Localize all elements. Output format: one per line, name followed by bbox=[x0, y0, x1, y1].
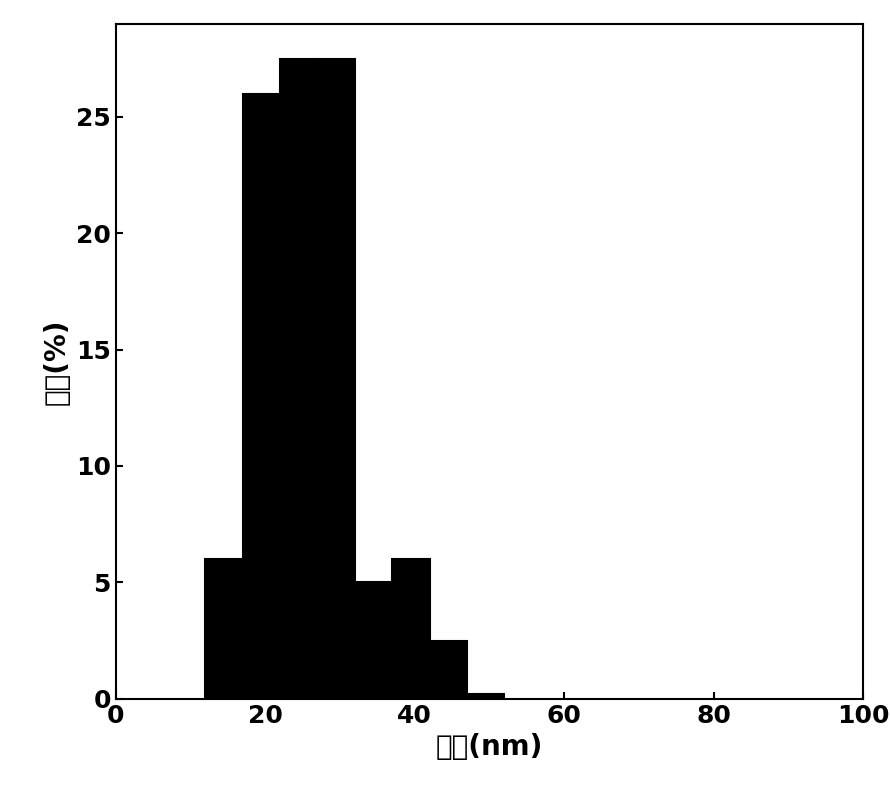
Bar bbox=[243, 94, 280, 699]
Bar bbox=[430, 641, 467, 699]
Bar bbox=[355, 582, 392, 699]
Bar bbox=[206, 559, 243, 699]
Bar bbox=[280, 59, 318, 699]
Y-axis label: 强度(%): 强度(%) bbox=[43, 318, 70, 404]
Bar bbox=[318, 59, 355, 699]
X-axis label: 粒径(nm): 粒径(nm) bbox=[436, 733, 543, 761]
Bar bbox=[467, 694, 505, 699]
Bar bbox=[392, 559, 430, 699]
